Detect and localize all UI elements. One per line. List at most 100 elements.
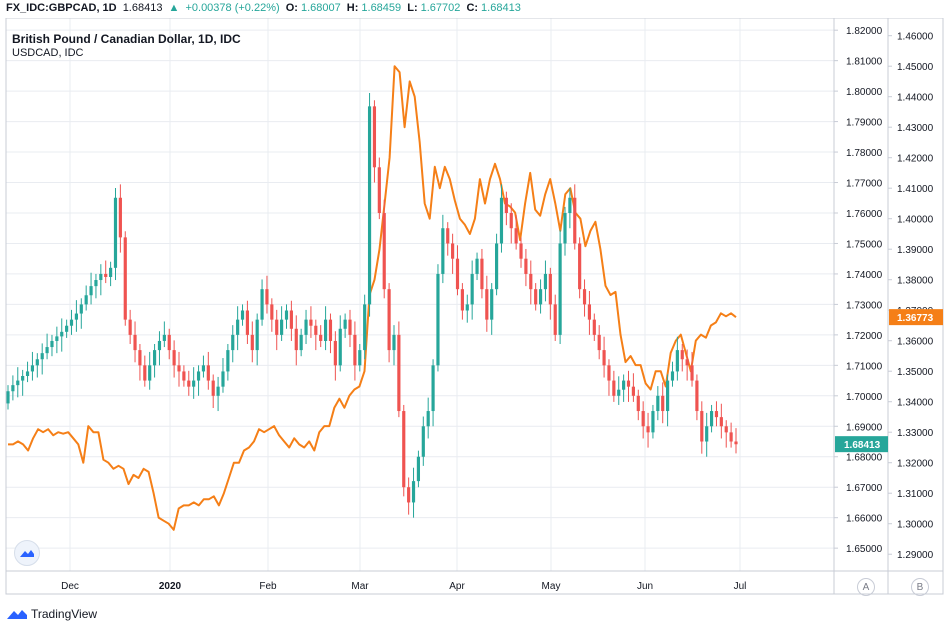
candle	[641, 401, 645, 439]
y-left-tick-label: 1.77000	[846, 179, 883, 190]
gbpcad-last-label: 1.68413	[844, 440, 881, 451]
candle	[563, 206, 567, 256]
open-label: O:	[285, 2, 298, 14]
candle	[231, 325, 235, 363]
high-label: H:	[346, 2, 359, 14]
candle	[377, 157, 381, 220]
candle	[465, 294, 469, 323]
candle	[109, 261, 113, 287]
candle	[587, 290, 592, 335]
candle	[543, 260, 548, 302]
candle	[162, 321, 166, 348]
candle	[719, 403, 723, 439]
y-right-tick-label: 1.39000	[897, 245, 934, 256]
candle	[99, 264, 103, 296]
candle	[622, 374, 626, 402]
candle	[480, 248, 484, 299]
chart-frame	[5, 18, 944, 595]
candle	[631, 373, 635, 402]
auto-scale-button[interactable]: A	[857, 578, 875, 596]
candle	[35, 353, 39, 378]
chart-grid	[6, 18, 834, 571]
usdcad-last-label: 1.36773	[897, 313, 934, 324]
candle	[495, 233, 499, 296]
candle	[11, 375, 15, 401]
y-left-tick-label: 1.81000	[846, 57, 883, 68]
main-series-legend[interactable]: British Pound / Canadian Dollar, 1D, IDC	[12, 32, 241, 46]
y-left-tick-label: 1.69000	[846, 422, 883, 433]
candle	[514, 214, 518, 250]
footer-brand[interactable]: TradingView	[6, 607, 97, 621]
gbpcad-series	[6, 92, 738, 518]
compare-series-legend[interactable]: USDCAD, IDC	[12, 47, 84, 59]
candle	[250, 321, 254, 363]
candle	[441, 214, 445, 284]
y-left-tick-label: 1.76000	[846, 209, 883, 220]
x-tick-label: 2020	[159, 581, 182, 592]
candle	[529, 260, 533, 305]
x-tick-label: Jul	[734, 581, 747, 592]
x-tick-label: Apr	[449, 581, 465, 592]
candle	[152, 344, 157, 378]
candle	[568, 188, 572, 229]
candle	[157, 331, 162, 366]
candle	[582, 279, 587, 317]
y-right-tick-label: 1.43000	[897, 123, 934, 134]
candle	[226, 344, 230, 381]
candle	[675, 336, 679, 381]
candle	[548, 267, 552, 320]
candle	[104, 260, 108, 284]
candle	[84, 285, 88, 311]
symbol-label[interactable]: FX_IDC:GBPCAD, 1D	[6, 2, 117, 14]
tradingview-logo-badge[interactable]	[14, 540, 40, 566]
candle	[612, 370, 616, 402]
candle	[187, 370, 191, 396]
candle	[69, 309, 74, 335]
candle	[519, 237, 523, 268]
candle	[367, 92, 372, 317]
candle	[680, 344, 684, 372]
price-change: +0.00378 (+0.22%)	[185, 2, 280, 14]
candle	[79, 298, 83, 329]
candle	[524, 248, 528, 287]
candle	[289, 300, 293, 341]
candle	[309, 306, 313, 338]
candle	[695, 374, 699, 421]
low-value: 1.67702	[420, 2, 461, 14]
close-label: C:	[466, 2, 479, 14]
candle	[353, 321, 357, 381]
candle	[255, 313, 259, 366]
candle	[113, 188, 118, 281]
candle	[30, 351, 35, 381]
candle	[265, 275, 269, 314]
candle	[709, 404, 714, 433]
candle	[196, 365, 201, 396]
close-value: 1.68413	[481, 2, 521, 14]
candle	[240, 304, 245, 326]
candle	[734, 428, 738, 454]
candle	[700, 401, 704, 454]
y-right-tick-label: 1.46000	[897, 32, 934, 43]
candle	[690, 351, 694, 387]
y-left-tick-label: 1.74000	[846, 270, 883, 281]
b-scale-button[interactable]: B	[911, 578, 929, 596]
candle	[402, 404, 406, 497]
candle	[714, 401, 719, 427]
candle	[55, 326, 59, 354]
candle	[211, 374, 215, 408]
candle	[382, 199, 386, 299]
last-price-labels: 1.68413 1.36773	[835, 309, 943, 453]
y-right-tick-label: 1.31000	[897, 489, 934, 500]
usdcad-line	[8, 65, 737, 531]
candle	[284, 304, 289, 329]
y-right-tick-label: 1.42000	[897, 154, 934, 165]
chart-header: FX_IDC:GBPCAD, 1D 1.68413 ▲ +0.00378 (+0…	[6, 2, 524, 14]
candle	[172, 340, 176, 378]
candle	[94, 273, 98, 299]
x-tick-label: Feb	[259, 581, 277, 592]
price-chart[interactable]: 1.82000 1.81000 1.80000 1.79000 1.78000 1.770…	[0, 18, 949, 604]
candle	[387, 283, 391, 363]
last-price: 1.68413	[122, 2, 163, 14]
candle	[670, 361, 675, 387]
y-right-tick-label: 1.29000	[897, 550, 934, 561]
